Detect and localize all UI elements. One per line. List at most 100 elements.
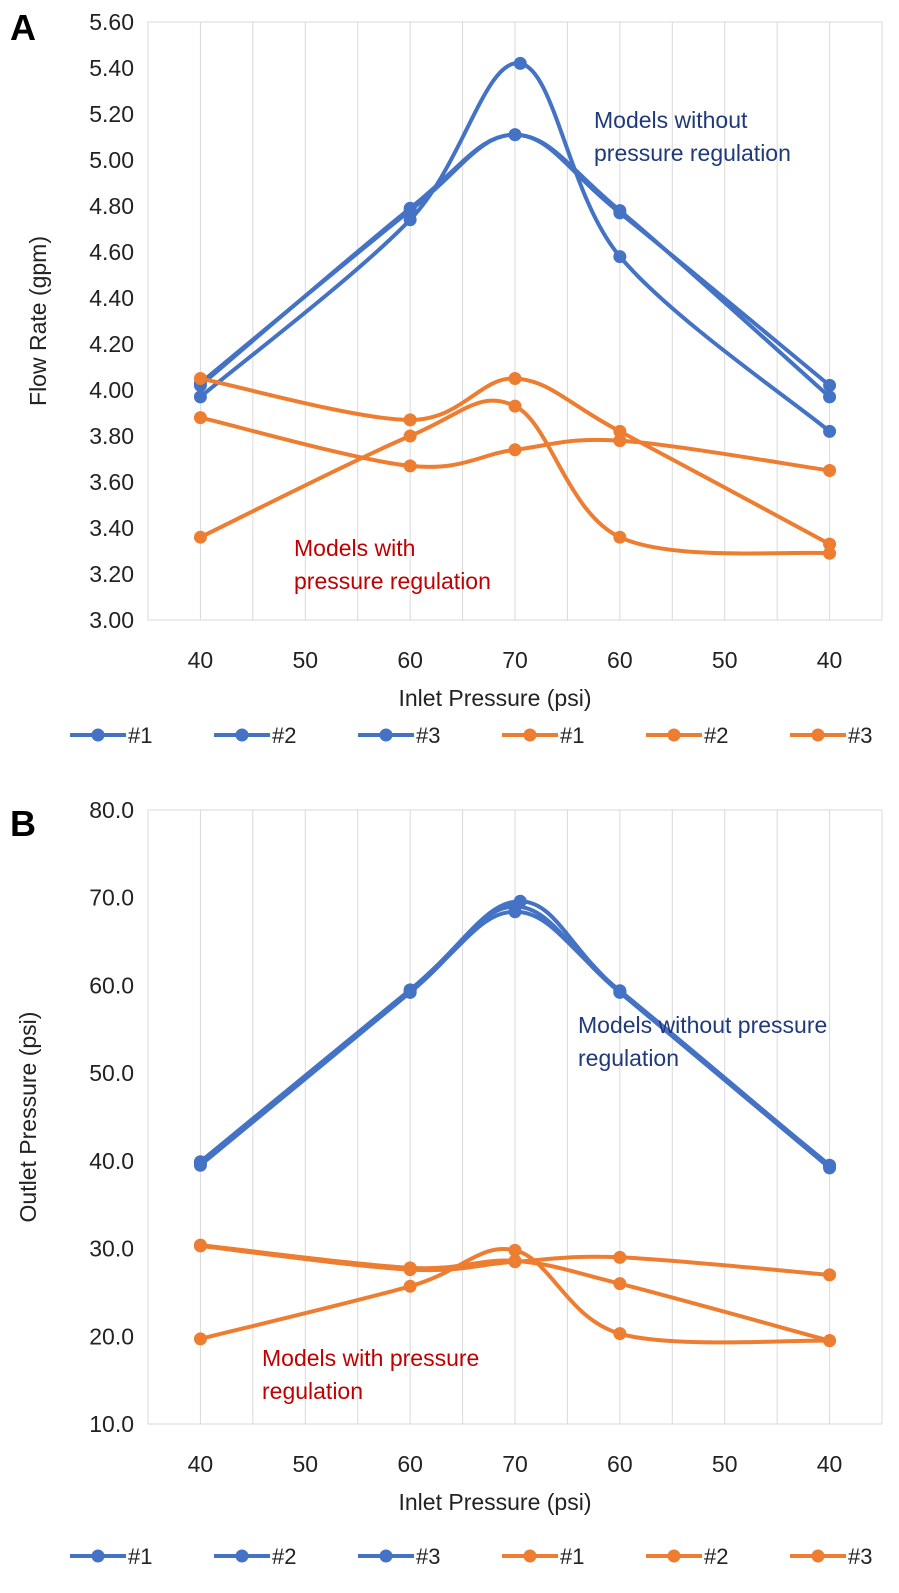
panel-label: B: [10, 803, 36, 844]
data-point: [508, 1243, 522, 1257]
y-tick-label: 80.0: [89, 797, 134, 823]
legend-swatch-marker: [91, 1549, 105, 1563]
x-tick-label: 60: [607, 1451, 633, 1477]
data-point: [513, 56, 527, 70]
x-tick-label: 50: [712, 1451, 738, 1477]
data-point: [613, 434, 627, 448]
legend-item: #3: [358, 723, 440, 748]
legend-label: #2: [704, 1544, 728, 1569]
data-point: [508, 399, 522, 413]
legend-label: #1: [560, 1544, 584, 1569]
data-point: [403, 213, 417, 227]
x-tick-label: 50: [292, 1451, 318, 1477]
data-point: [403, 1263, 417, 1277]
legend-label: #2: [272, 1544, 296, 1569]
y-tick-label: 5.40: [89, 55, 134, 81]
data-point: [823, 424, 837, 438]
x-tick-label: 50: [712, 647, 738, 673]
legend-item: #1: [502, 723, 584, 748]
x-tick-label: 60: [397, 647, 423, 673]
legend-label: #2: [704, 723, 728, 748]
legend-label: #2: [272, 723, 296, 748]
legend-label: #3: [416, 723, 440, 748]
legend-item: #1: [502, 1544, 584, 1569]
data-point: [823, 378, 837, 392]
x-tick-label: 60: [607, 647, 633, 673]
x-tick-label: 40: [188, 1451, 214, 1477]
y-tick-label: 40.0: [89, 1148, 134, 1174]
legend-label: #1: [560, 723, 584, 748]
legend-item: #2: [646, 723, 728, 748]
data-point: [193, 411, 207, 425]
data-point: [823, 464, 837, 477]
x-tick-label: 70: [502, 647, 528, 673]
legend-item: #3: [790, 1544, 872, 1569]
data-point: [508, 128, 522, 142]
legend-item: #2: [214, 723, 296, 748]
data-point: [613, 530, 627, 544]
legend-item: #3: [358, 1544, 440, 1569]
data-point: [508, 443, 522, 457]
data-point: [823, 1158, 837, 1172]
data-point: [613, 250, 627, 264]
series-orange-3: [193, 1243, 837, 1348]
annotation-with-regulation: Models with pressure regulation: [294, 535, 491, 594]
y-tick-label: 5.60: [89, 9, 134, 35]
data-point: [403, 201, 417, 215]
series-orange-2: [193, 411, 837, 477]
y-tick-label: 3.20: [89, 561, 134, 587]
data-point: [193, 1155, 207, 1169]
y-tick-label: 4.80: [89, 193, 134, 219]
y-tick-label: 5.20: [89, 101, 134, 127]
y-tick-label: 20.0: [89, 1323, 134, 1349]
annotation-with-regulation: Models with pressure regulation: [262, 1345, 479, 1404]
x-axis-title: Inlet Pressure (psi): [398, 1489, 591, 1515]
x-tick-label: 40: [817, 647, 843, 673]
y-tick-label: 3.60: [89, 469, 134, 495]
data-point: [193, 1332, 207, 1346]
legend-swatch-marker: [523, 1549, 537, 1563]
legend: #1 #2 #3 #1 #2 #3: [70, 723, 872, 748]
data-point: [613, 1327, 627, 1341]
legend: #1 #2 #3 #1 #2 #3: [70, 1544, 872, 1569]
x-tick-label: 60: [397, 1451, 423, 1477]
data-point: [823, 1334, 837, 1348]
data-point: [613, 424, 627, 438]
legend-swatch-marker: [811, 1549, 825, 1563]
data-point: [508, 1255, 522, 1269]
y-axis-title: Outlet Pressure (psi): [15, 1012, 41, 1223]
x-tick-label: 40: [817, 1451, 843, 1477]
data-point: [613, 204, 627, 218]
y-tick-label: 60.0: [89, 972, 134, 998]
legend-swatch-marker: [379, 728, 393, 742]
data-point: [403, 1279, 417, 1293]
y-tick-label: 4.20: [89, 331, 134, 357]
y-tick-label: 3.00: [89, 607, 134, 633]
legend-item: #2: [214, 1544, 296, 1569]
legend-item: #3: [790, 723, 872, 748]
y-tick-label: 4.40: [89, 285, 134, 311]
y-tick-label: 3.40: [89, 515, 134, 541]
data-point: [613, 985, 627, 999]
data-point: [508, 372, 522, 385]
data-point: [403, 429, 417, 443]
data-point: [823, 537, 837, 551]
legend-item: #1: [70, 1544, 152, 1569]
legend-swatch-marker: [235, 728, 249, 742]
x-tick-label: 40: [188, 647, 214, 673]
panel-label: A: [10, 7, 36, 48]
legend-label: #3: [416, 1544, 440, 1569]
y-tick-label: 5.00: [89, 147, 134, 173]
series-orange-2: [193, 1239, 837, 1282]
data-point: [193, 530, 207, 544]
legend-swatch-marker: [667, 728, 681, 742]
legend-swatch-marker: [811, 728, 825, 742]
series-orange-1: [193, 372, 837, 551]
x-tick-label: 50: [292, 647, 318, 673]
legend-swatch-marker: [91, 728, 105, 742]
data-point: [513, 894, 527, 908]
legend-label: #1: [128, 1544, 152, 1569]
series-blue-3: [193, 56, 837, 438]
legend-item: #2: [646, 1544, 728, 1569]
